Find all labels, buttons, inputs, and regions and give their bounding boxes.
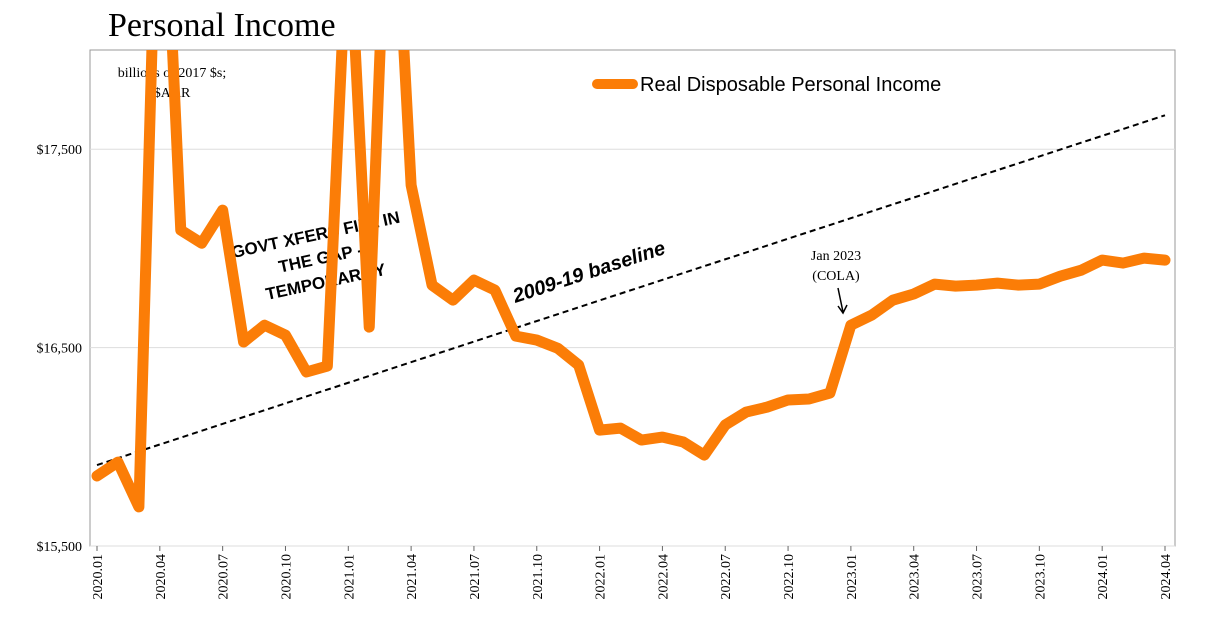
legend-label: Real Disposable Personal Income	[640, 74, 941, 96]
x-tick-label: 2022.01	[594, 554, 609, 600]
x-tick-label: 2020.04	[154, 554, 169, 600]
x-tick-label: 2022.04	[656, 554, 671, 600]
x-tick-label: 2023.04	[908, 554, 923, 600]
x-tick-label: 2023.07	[971, 554, 986, 600]
x-tick-label: 2021.07	[468, 554, 483, 600]
x-tick-label: 2020.10	[279, 554, 294, 600]
x-tick-label: 2023.10	[1033, 554, 1048, 600]
data-line	[91, 50, 1171, 513]
x-tick-label: 2020.01	[91, 554, 106, 600]
x-tick-label: 2021.04	[405, 554, 420, 600]
x-tick-label: 2020.07	[217, 554, 232, 600]
annotation-line: (COLA)	[812, 269, 860, 284]
x-tick-label: 2022.10	[782, 554, 797, 600]
y-tick-label: $16,500	[37, 342, 83, 357]
x-tick-label: 2023.01	[845, 554, 860, 600]
y-tick-label: $15,500	[37, 540, 83, 555]
y-tick-label: $17,500	[37, 143, 83, 158]
x-tick-label: 2021.01	[342, 554, 357, 600]
chart-title: Personal Income	[108, 7, 336, 44]
annotation-arrow	[837, 287, 848, 315]
x-tick-label: 2024.04	[1159, 554, 1174, 600]
x-tick-label: 2024.01	[1096, 554, 1111, 600]
x-tick-label: 2021.10	[531, 554, 546, 600]
plot-layer	[91, 50, 1171, 513]
baseline-trend	[96, 114, 1166, 467]
annotation-line: Jan 2023	[811, 249, 861, 264]
plot-area	[89, 49, 1176, 547]
x-tick-label: 2022.07	[719, 554, 734, 600]
